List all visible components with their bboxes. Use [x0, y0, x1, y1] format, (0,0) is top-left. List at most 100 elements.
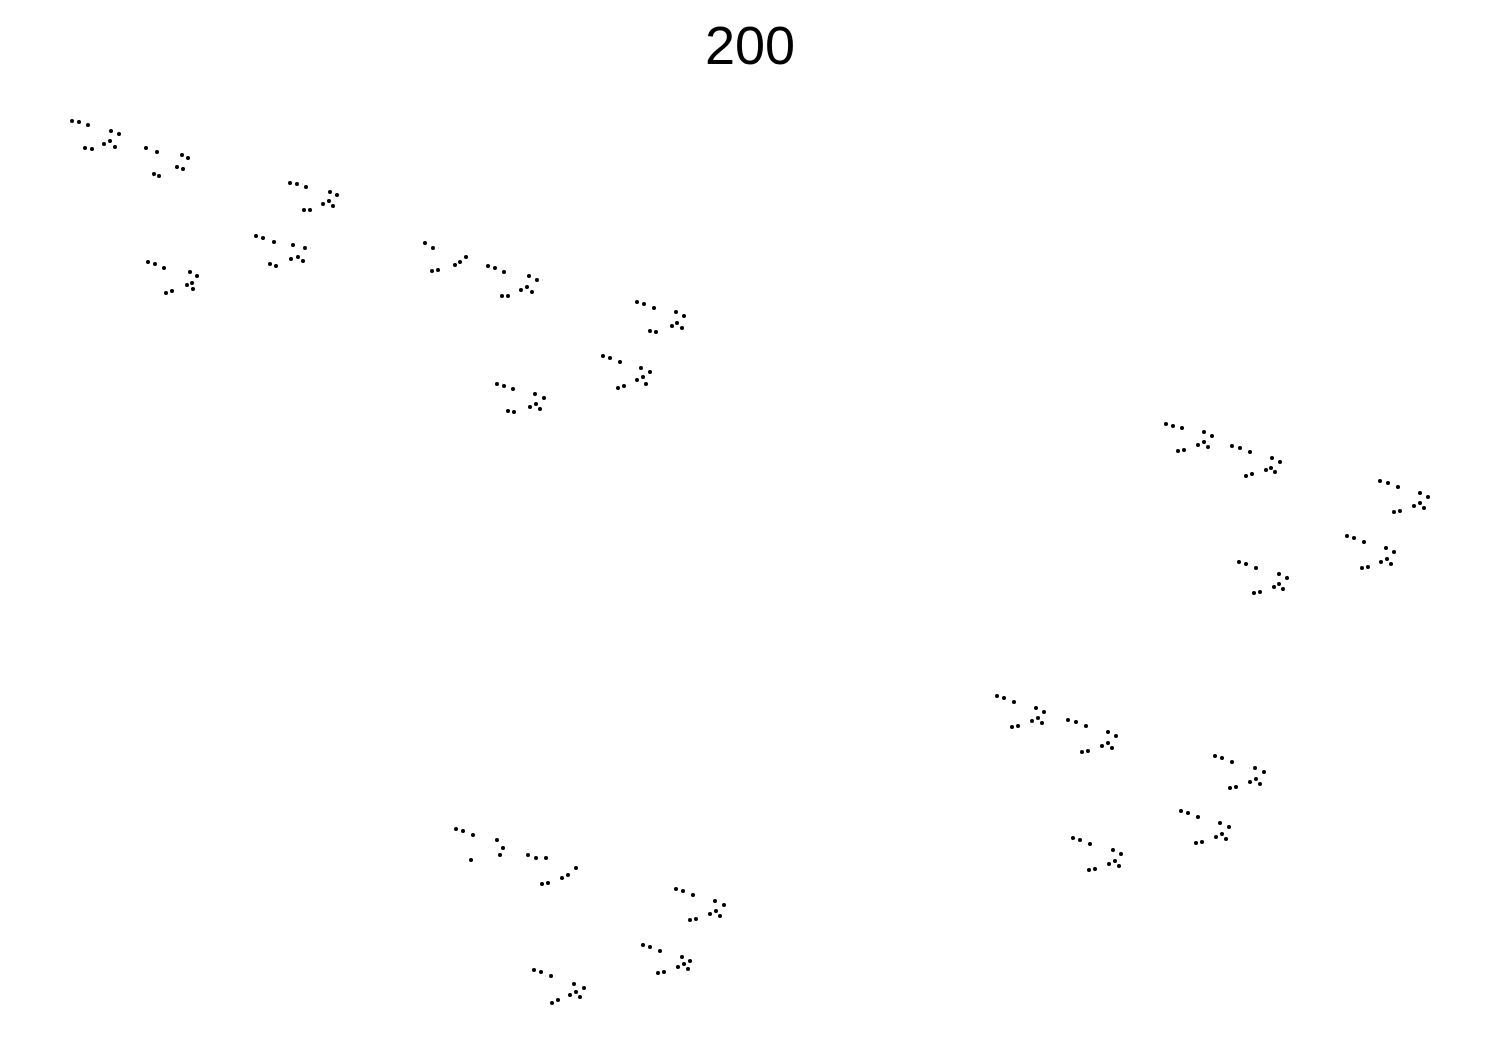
data-point [268, 262, 272, 266]
data-point [1228, 786, 1232, 790]
data-point [1244, 474, 1248, 478]
data-point [1206, 445, 1210, 449]
data-point [648, 370, 652, 374]
data-point [113, 145, 117, 149]
data-point [502, 270, 506, 274]
data-point [1270, 456, 1274, 460]
data-point [635, 300, 639, 304]
data-point [656, 971, 660, 975]
data-point [102, 142, 106, 146]
data-point [1389, 562, 1393, 566]
data-point [533, 392, 537, 396]
data-point [321, 202, 325, 206]
data-point [1269, 466, 1273, 470]
data-point [1202, 430, 1206, 434]
data-point [534, 856, 538, 860]
data-point [500, 294, 504, 298]
data-point [539, 970, 543, 974]
data-point [1186, 811, 1190, 815]
data-point [1254, 566, 1258, 570]
data-point [303, 246, 307, 250]
data-point [501, 846, 505, 850]
data-point [254, 234, 258, 238]
data-point [1179, 809, 1183, 813]
data-point [1066, 718, 1070, 722]
data-point [272, 240, 276, 244]
data-point [1202, 440, 1206, 444]
data-point [175, 165, 179, 169]
data-point [186, 156, 190, 160]
data-point [170, 289, 174, 293]
data-point [1272, 585, 1276, 589]
data-point [1412, 504, 1416, 508]
data-point [648, 329, 652, 333]
data-point [190, 281, 194, 285]
data-point [578, 995, 582, 999]
data-point [261, 236, 265, 240]
data-point [495, 838, 499, 842]
data-point [688, 959, 692, 963]
data-point [301, 259, 305, 263]
data-point [453, 263, 457, 267]
data-point [682, 314, 686, 318]
data-point [188, 270, 192, 274]
data-point [556, 998, 560, 1002]
data-point [639, 366, 643, 370]
data-point [291, 243, 295, 247]
data-point [155, 150, 159, 154]
data-point [164, 291, 168, 295]
data-point [1360, 566, 1364, 570]
data-point [1106, 730, 1110, 734]
data-point [144, 146, 148, 150]
data-point [560, 876, 564, 880]
data-point [635, 378, 639, 382]
data-point [274, 264, 278, 268]
data-point [1194, 841, 1198, 845]
data-point [327, 199, 331, 203]
data-point [1086, 749, 1090, 753]
data-point [458, 260, 462, 264]
data-point [995, 694, 999, 698]
data-point [1398, 509, 1402, 513]
data-point [304, 185, 308, 189]
data-point [1422, 506, 1426, 510]
data-point [1362, 540, 1366, 544]
data-point [117, 132, 121, 136]
data-point [718, 914, 722, 918]
data-point [1250, 472, 1254, 476]
data-point [616, 386, 620, 390]
data-point [295, 182, 299, 186]
data-point [1396, 485, 1400, 489]
data-point [109, 129, 113, 133]
data-point [181, 167, 185, 171]
data-point [1036, 716, 1040, 720]
data-point [1273, 470, 1277, 474]
data-point [688, 918, 692, 922]
data-point [527, 274, 531, 278]
data-point [90, 147, 94, 151]
chart-title: 200 [704, 16, 796, 76]
data-point [722, 903, 726, 907]
data-point [608, 356, 612, 360]
data-point [648, 945, 652, 949]
data-point [1002, 696, 1006, 700]
data-point [331, 204, 335, 208]
data-point [1278, 460, 1282, 464]
data-point [1258, 782, 1262, 786]
data-point [1180, 426, 1184, 430]
data-point [642, 302, 646, 306]
data-point [682, 962, 686, 966]
data-point [708, 912, 712, 916]
data-point [1264, 468, 1268, 472]
data-point [528, 405, 532, 409]
data-point [180, 153, 184, 157]
data-point [1379, 560, 1383, 564]
data-point [535, 278, 539, 282]
data-point [694, 917, 698, 921]
data-point [1220, 756, 1224, 760]
data-point [461, 829, 465, 833]
data-point [546, 881, 550, 885]
data-point [288, 181, 292, 185]
data-point [566, 873, 570, 877]
